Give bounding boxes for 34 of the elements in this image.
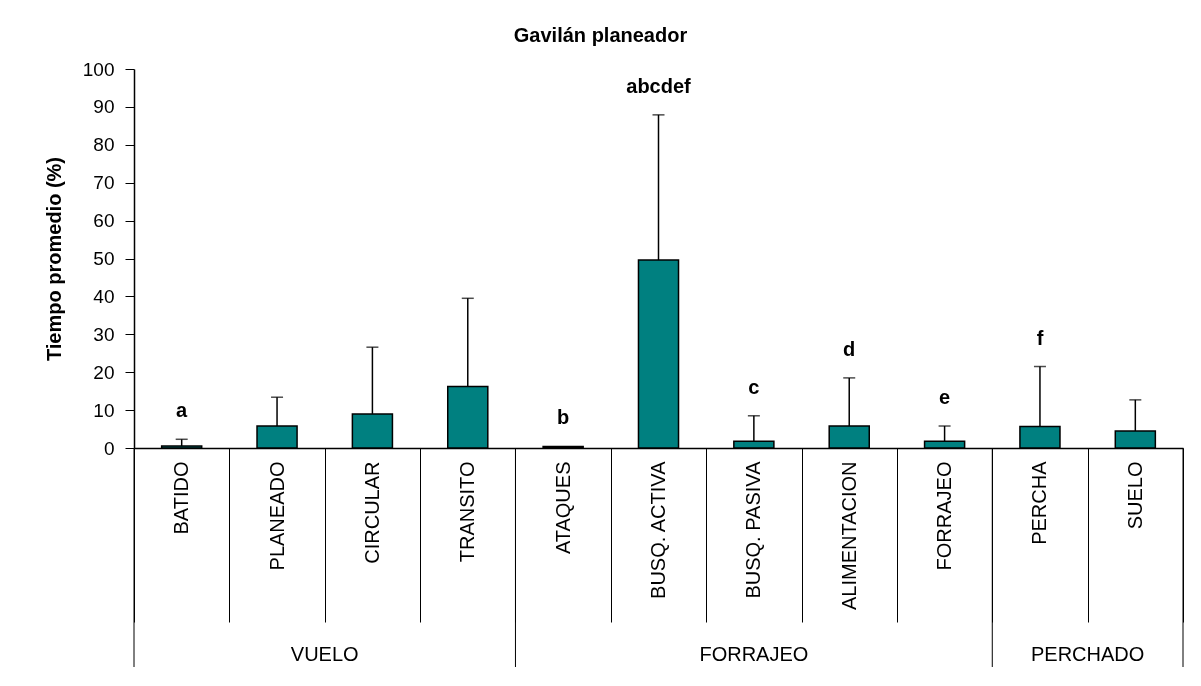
x-tick-label: ALIMENTACION (837, 461, 860, 611)
y-tick-label: 60 (93, 210, 115, 232)
x-tick-label: BATIDO (170, 461, 193, 535)
x-tick-label: PLANEADO (265, 461, 288, 571)
x-tick-label: TRANSITO (456, 461, 479, 563)
x-tick-label: FORRAJEO (933, 461, 956, 571)
annotation: d (843, 337, 856, 360)
x-tick-label: PERCHA (1028, 460, 1051, 545)
x-tick-label: BUSQ. PASIVA (742, 460, 765, 599)
y-tick-label: 100 (82, 58, 115, 80)
y-tick-label: 20 (93, 361, 115, 383)
annotation: a (176, 399, 189, 422)
y-tick-label: 90 (93, 96, 115, 118)
y-tick-label: 50 (93, 248, 115, 269)
text: VUELO (290, 643, 359, 665)
y-tick-label: 40 (93, 285, 115, 307)
y-tick-label: 70 (93, 172, 115, 194)
annotation: c (748, 375, 760, 398)
annotation: f (1036, 326, 1044, 349)
y-tick-label: 10 (93, 399, 115, 421)
annotation: abcdef (626, 74, 692, 97)
x-tick-label: CIRCULAR (360, 461, 383, 564)
annotation: e (939, 386, 951, 409)
text: FORRAJEO (699, 643, 809, 665)
annotation: b (557, 406, 570, 429)
chart-title: Gavilán planeador (513, 24, 688, 46)
y-tick-label: 0 (103, 437, 115, 459)
y-axis-title: Tiempo promedio (%) (42, 156, 65, 362)
y-tick-label: 80 (93, 134, 115, 156)
y-tick-label: 30 (93, 323, 115, 345)
text: PERCHADO (1030, 643, 1145, 665)
x-tick-label: BUSQ. ACTIVA (647, 460, 669, 599)
x-tick-label: SUELO (1123, 461, 1146, 530)
x-tick-label: ATAQUES (551, 461, 574, 555)
